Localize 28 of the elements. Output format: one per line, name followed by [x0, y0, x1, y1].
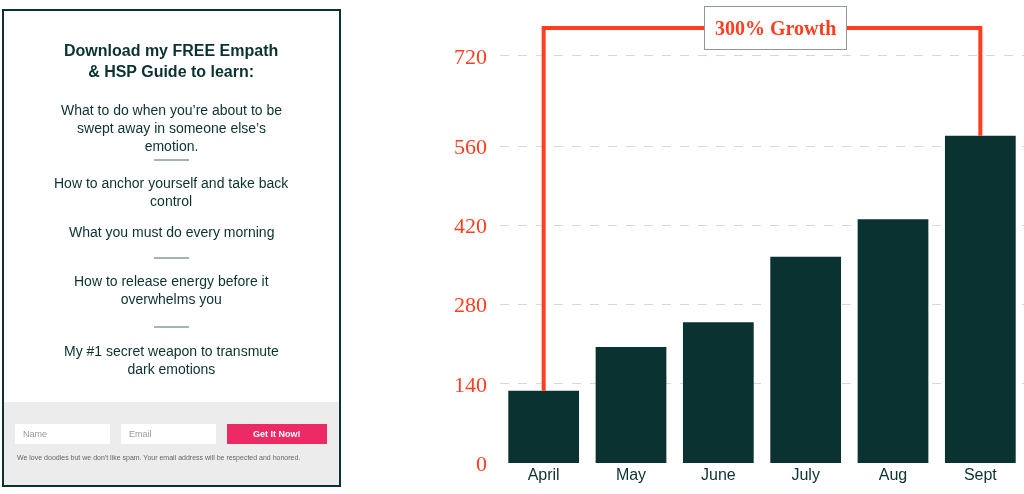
text: What you must do every morning: [69, 224, 275, 240]
text: Get It Now!: [253, 429, 301, 439]
x-tick-label: April: [527, 466, 560, 483]
y-tick-label: 140: [454, 371, 487, 397]
text: Name: [23, 429, 48, 439]
annotation: 300% Growth: [715, 17, 837, 39]
bar: [595, 347, 667, 463]
x-tick-label: May: [615, 466, 647, 483]
text: How to anchor yourself and take back control: [54, 175, 290, 210]
x-tick-label: July: [791, 466, 820, 483]
bar: [944, 135, 1016, 463]
x-tick-label: Sept: [963, 466, 998, 483]
y-tick-label: 420: [454, 213, 487, 239]
x-tick-label: Aug: [878, 466, 908, 483]
y-tick-label: 720: [454, 43, 487, 69]
text: What to do when you’re about to be swept away in someone else’s emotion.: [61, 102, 283, 155]
x-tick-label: June: [700, 466, 736, 483]
bar: [682, 322, 754, 463]
text: Download my FREE Empath & HSP Guide to learn:: [64, 42, 279, 80]
bar: [508, 390, 580, 463]
bar: [857, 219, 929, 463]
y-tick-label: 0: [476, 450, 487, 476]
y-tick-label: 560: [454, 134, 487, 160]
y-tick-label: 280: [454, 292, 487, 318]
text: Email: [129, 429, 152, 439]
text: How to release energy before it overwhelms you: [74, 273, 269, 308]
bar: [770, 256, 842, 463]
text: My #1 secret weapon to transmute dark emotions: [64, 343, 279, 378]
